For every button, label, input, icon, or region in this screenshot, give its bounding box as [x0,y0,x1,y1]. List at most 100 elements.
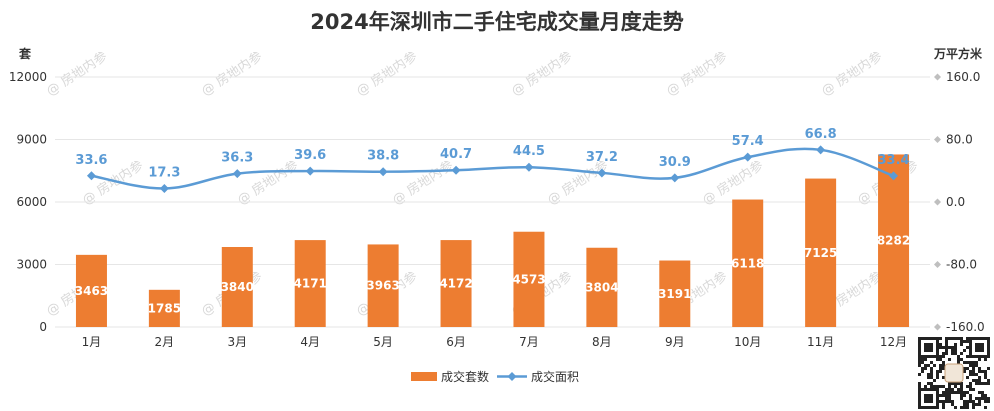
qr-module [963,391,966,394]
line-point [743,152,753,162]
line-label: 38.8 [367,149,399,164]
line-point [232,169,242,179]
qr-module [924,364,927,367]
legend-bar-swatch [411,372,437,381]
qr-module [927,382,930,385]
qr-module [972,370,975,373]
y-left-axis-label: 套 [18,46,32,61]
qr-module [963,394,966,397]
watermark-text: @ 房地内参 [544,157,611,208]
qr-module [936,373,939,376]
x-tick-label: 7月 [519,335,539,349]
qr-module [930,376,933,379]
line-label: 39.6 [294,148,326,163]
y-right-tick: -160.0 [946,320,985,334]
qr-module [951,391,954,394]
qr-module [921,361,924,364]
qr-module [960,340,963,343]
qr-module [978,376,981,379]
qr-module [954,346,957,349]
qr-module [924,385,927,388]
line-point [816,145,826,155]
bar-label: 3840 [221,280,254,294]
bar [878,154,910,327]
y-right-tick-marker [934,73,941,81]
qr-module [948,385,951,388]
qr-module [948,358,951,361]
qr-module [942,391,945,394]
bar-labels: 3463 1785 3840 4171 3963 4172 4573 3804 3191 6118… [75,234,910,316]
qr-module [936,370,939,373]
qr-module [945,346,948,349]
y-right-tick-marker [934,136,941,143]
qr-module [954,406,957,409]
qr-module [963,406,966,409]
qr-module [960,352,963,355]
qr-module [948,400,951,403]
qr-module [975,364,978,367]
x-tick-label: 1月 [82,335,102,349]
qr-module [978,400,981,403]
line-point [597,168,607,178]
bar [659,260,691,327]
qr-module [972,367,975,370]
y-right-tick-marker [934,198,941,206]
qr-module [942,364,945,367]
qr-finder-core [924,343,933,352]
legend: 成交套数 成交面积 [411,369,579,384]
qr-module [987,397,990,400]
x-tick-label: 6月 [446,335,466,349]
qr-module [966,367,969,370]
qr-module [963,370,966,373]
qr-module [927,364,930,367]
qr-module [984,376,987,379]
qr-module [924,358,927,361]
x-tick-label: 2月 [155,335,175,349]
qr-module [954,349,957,352]
watermark-text: @ 房地内参 [663,48,730,99]
qr-module [921,370,924,373]
qr-module [942,376,945,379]
line-series [86,145,899,193]
qr-module [969,382,972,385]
qr-module [954,391,957,394]
qr-module [951,346,954,349]
qr-module [960,388,963,391]
qr-module [939,394,942,397]
qr-module [972,379,975,382]
qr-module [930,361,933,364]
qr-module [972,400,975,403]
qr-module [918,361,921,364]
line-point [159,183,169,193]
qr-module [984,358,987,361]
qr-module [942,400,945,403]
qr-module [978,358,981,361]
qr-module [942,394,945,397]
line-point [86,171,96,181]
bar [732,199,764,327]
qr-module [948,337,951,340]
qr-module [942,361,945,364]
watermark-text: @ 房地内参 [389,157,456,208]
qr-module [978,379,981,382]
qr-module [930,373,933,376]
line-label: 44.5 [513,144,545,159]
x-tick-label: 9月 [665,335,685,349]
bar-label: 3963 [366,279,399,293]
bar [75,254,107,327]
line-point [524,162,534,172]
qr-module [960,385,963,388]
qr-module [939,367,942,370]
qr-module [924,367,927,370]
qr-module [957,358,960,361]
y-right-tick-marker [934,261,941,268]
x-axis-ticks: 1月 2月 3月 4月 5月 6月 7月 8月 9月 10月 11月 12月 [82,335,908,349]
qr-module [921,358,924,361]
line-label: 66.8 [805,127,837,142]
qr-module [942,385,945,388]
qr-logo [944,363,964,383]
line-label: 40.7 [440,147,472,162]
qr-module [972,364,975,367]
qr-module [969,394,972,397]
qr-module [945,391,948,394]
